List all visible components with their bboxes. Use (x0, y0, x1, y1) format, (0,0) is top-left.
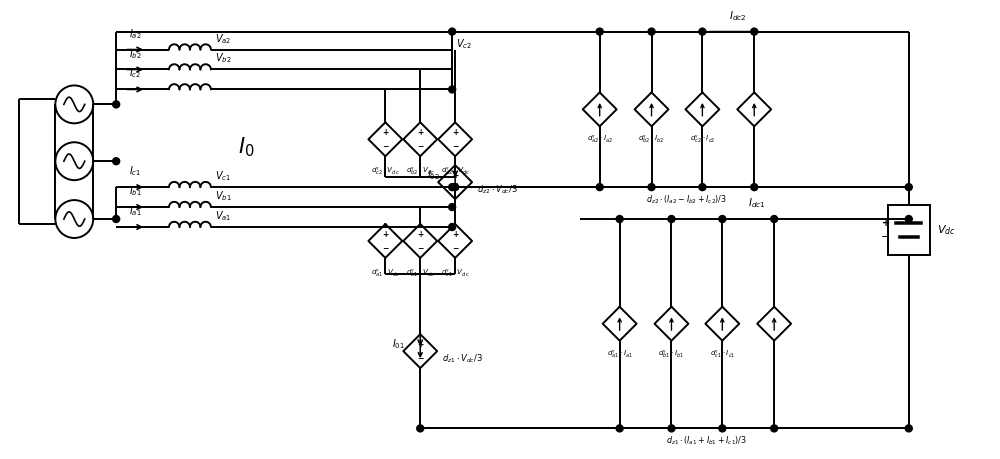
Text: $I_0$: $I_0$ (238, 135, 254, 159)
Circle shape (905, 184, 912, 190)
Circle shape (616, 425, 623, 432)
Text: $I_{b1}$: $I_{b1}$ (129, 185, 142, 198)
Text: +: + (382, 230, 388, 239)
Text: +: + (452, 230, 458, 239)
Text: +: + (382, 129, 388, 137)
Text: $I_{dc2}$: $I_{dc2}$ (729, 9, 746, 22)
Circle shape (719, 216, 726, 223)
Circle shape (616, 216, 623, 223)
Text: $V_{c2}$: $V_{c2}$ (456, 38, 472, 51)
Circle shape (699, 28, 706, 35)
Circle shape (449, 224, 456, 230)
Text: +: + (417, 129, 423, 137)
Text: $V_{a2}$: $V_{a2}$ (215, 32, 231, 45)
Text: $d^{\prime}_{b2}\cdot I_{b2}$: $d^{\prime}_{b2}\cdot I_{b2}$ (638, 134, 665, 146)
Circle shape (113, 101, 120, 108)
Circle shape (648, 28, 655, 35)
Circle shape (905, 216, 912, 223)
Circle shape (668, 216, 675, 223)
Text: −: − (417, 354, 423, 363)
Circle shape (771, 425, 778, 432)
Text: $I_{dc1}$: $I_{dc1}$ (748, 196, 766, 210)
Text: $d_{z2}\cdot(I_{a2}-I_{b2}+I_{c2})/3$: $d_{z2}\cdot(I_{a2}-I_{b2}+I_{c2})/3$ (646, 193, 727, 206)
Text: $d^{\prime}_{b1}\cdot V_{dc}$: $d^{\prime}_{b1}\cdot V_{dc}$ (406, 268, 435, 280)
Circle shape (113, 158, 120, 165)
Circle shape (449, 184, 456, 190)
Text: $V_{a1}$: $V_{a1}$ (215, 209, 231, 223)
Text: $V_{b2}$: $V_{b2}$ (215, 52, 231, 66)
Text: $I_{01}$: $I_{01}$ (392, 337, 405, 351)
Circle shape (449, 86, 456, 93)
Text: $I_{02}$: $I_{02}$ (427, 168, 440, 182)
Text: +: + (417, 340, 423, 349)
Text: $I_{a1}$: $I_{a1}$ (129, 204, 141, 218)
Text: −: − (382, 244, 389, 252)
Text: $I_{a2}$: $I_{a2}$ (129, 27, 141, 40)
Text: +: + (452, 171, 458, 180)
Text: $I_{c1}$: $I_{c1}$ (129, 164, 141, 178)
Circle shape (596, 184, 603, 190)
Circle shape (699, 184, 706, 190)
Text: $d^{\prime}_{a2}\cdot I_{a2}$: $d^{\prime}_{a2}\cdot I_{a2}$ (587, 134, 613, 146)
Bar (888, 205, 930, 255)
Text: $I_{c2}$: $I_{c2}$ (129, 67, 141, 80)
Text: $d^{\prime}_{a1}\cdot I_{a1}$: $d^{\prime}_{a1}\cdot I_{a1}$ (607, 349, 633, 361)
Text: $d^{\prime}_{c1}\cdot V_{dc}$: $d^{\prime}_{c1}\cdot V_{dc}$ (441, 268, 470, 280)
Text: −: − (417, 244, 423, 252)
Text: $d^{\prime}_{c2}\cdot I_{c2}$: $d^{\prime}_{c2}\cdot I_{c2}$ (690, 134, 715, 146)
Text: $V_{dc}$: $V_{dc}$ (937, 223, 955, 237)
Text: $d^{\prime}_{b2}\cdot V_{dc}$: $d^{\prime}_{b2}\cdot V_{dc}$ (406, 166, 435, 178)
Circle shape (452, 184, 459, 190)
Circle shape (449, 28, 456, 35)
Text: $V_{b1}$: $V_{b1}$ (215, 189, 231, 203)
Text: $I_{b2}$: $I_{b2}$ (129, 47, 141, 61)
Circle shape (751, 28, 758, 35)
Text: $V_{c1}$: $V_{c1}$ (215, 169, 231, 183)
Circle shape (596, 28, 603, 35)
Circle shape (751, 184, 758, 190)
Text: −: − (417, 142, 423, 151)
Circle shape (648, 184, 655, 190)
Circle shape (668, 425, 675, 432)
Text: $d_{z2}\cdot V_{dc}/3$: $d_{z2}\cdot V_{dc}/3$ (477, 184, 518, 196)
Text: $d_{z1}\cdot(I_{a1}+I_{b1}+I_{c1})/3$: $d_{z1}\cdot(I_{a1}+I_{b1}+I_{c1})/3$ (666, 434, 747, 447)
Circle shape (113, 216, 120, 223)
Text: $d^{\prime}_{c1}\cdot I_{c1}$: $d^{\prime}_{c1}\cdot I_{c1}$ (710, 349, 735, 361)
Text: +: + (452, 129, 458, 137)
Circle shape (905, 425, 912, 432)
Circle shape (719, 425, 726, 432)
Circle shape (771, 216, 778, 223)
Text: +: + (417, 230, 423, 239)
Text: −: − (881, 232, 890, 242)
Text: $d^{\prime}_{a1}\cdot V_{dc}$: $d^{\prime}_{a1}\cdot V_{dc}$ (371, 268, 400, 280)
Text: $d^{\prime}_{b1}\cdot I_{b1}$: $d^{\prime}_{b1}\cdot I_{b1}$ (658, 349, 685, 361)
Circle shape (417, 425, 424, 432)
Text: +: + (882, 218, 890, 228)
Text: $d^{\prime}_{a2}\cdot V_{dc}$: $d^{\prime}_{a2}\cdot V_{dc}$ (441, 166, 470, 178)
Text: −: − (452, 185, 458, 194)
Circle shape (449, 204, 456, 211)
Text: $d_{z1}\cdot V_{dc}/3$: $d_{z1}\cdot V_{dc}/3$ (442, 353, 483, 365)
Text: −: − (452, 244, 458, 252)
Text: $d^{\prime}_{c2}\cdot V_{dc}$: $d^{\prime}_{c2}\cdot V_{dc}$ (371, 166, 400, 178)
Text: −: − (382, 142, 389, 151)
Text: −: − (452, 142, 458, 151)
